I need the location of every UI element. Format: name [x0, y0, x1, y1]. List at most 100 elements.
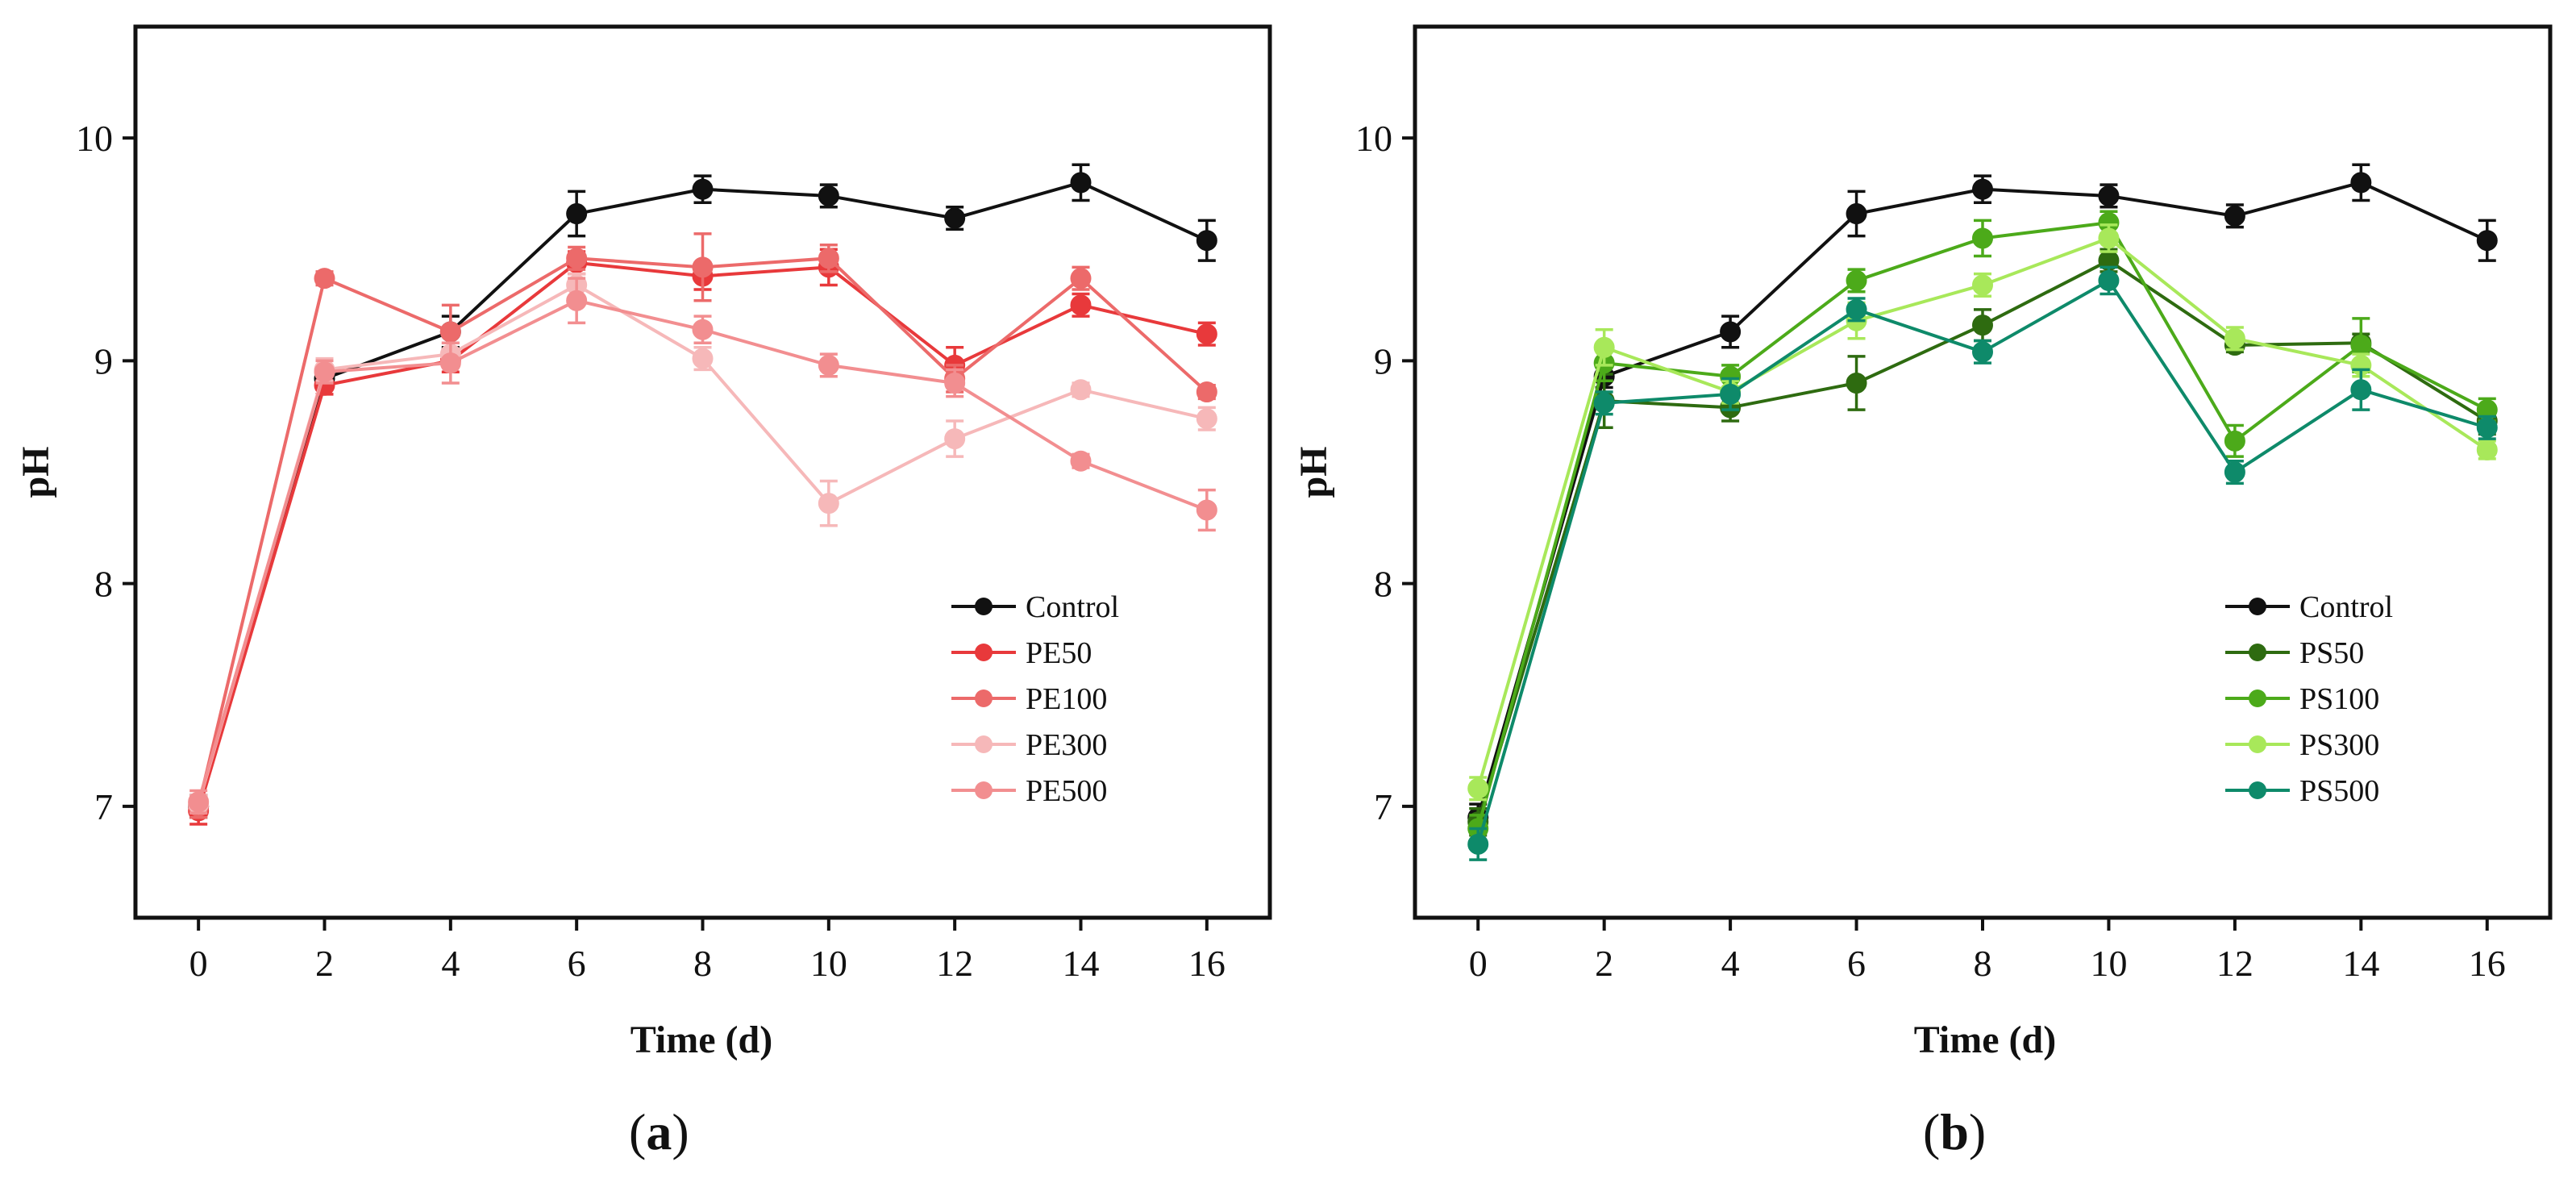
data-point — [2224, 327, 2245, 349]
data-point — [1593, 336, 1615, 358]
data-point — [2224, 461, 2245, 483]
data-point — [1070, 379, 1092, 401]
data-point — [944, 207, 966, 229]
series-pe100 — [188, 232, 1217, 819]
panel-label: (b) — [1923, 1103, 1986, 1160]
x-tick-label: 12 — [936, 943, 973, 984]
legend-marker — [2249, 689, 2266, 707]
legend-marker — [975, 735, 993, 753]
x-tick-label: 2 — [315, 943, 334, 984]
x-tick-label: 14 — [2342, 943, 2379, 984]
legend-label: Control — [1026, 590, 1119, 624]
legend-marker — [2249, 644, 2266, 661]
data-point — [314, 268, 335, 290]
data-point — [188, 791, 210, 813]
y-tick-label: 9 — [94, 340, 113, 381]
data-point — [2350, 172, 2372, 194]
data-point — [1196, 381, 1217, 403]
data-point — [818, 493, 839, 515]
series-pe500 — [188, 277, 1217, 814]
legend-marker — [975, 781, 993, 799]
data-point — [1972, 315, 1993, 336]
data-point — [566, 248, 588, 269]
x-axis-title: Time (d) — [630, 1019, 772, 1061]
series-pe300 — [188, 272, 1217, 815]
data-point — [1070, 294, 1092, 316]
data-point — [1196, 499, 1217, 521]
data-point — [1196, 230, 1217, 252]
data-point — [1070, 172, 1092, 194]
y-tick-label: 8 — [1374, 564, 1392, 605]
data-point — [818, 185, 839, 206]
legend-label: PS50 — [2299, 636, 2364, 670]
legend-marker — [975, 598, 993, 615]
data-point — [1467, 777, 1489, 799]
chart-panel-b: 0 2 4 6 8 10 12 14 16 7 8 9 10 Time (d) pH Control PS50 P… — [1292, 24, 2553, 1160]
data-point — [314, 361, 335, 383]
y-tick-label: 7 — [94, 786, 113, 827]
data-point — [1846, 269, 1867, 291]
data-point — [944, 428, 966, 450]
legend-label: PE50 — [1026, 636, 1092, 670]
data-point — [2098, 269, 2120, 291]
legend-marker — [975, 689, 993, 707]
x-tick-label: 8 — [1974, 943, 1992, 984]
y-axis-title: pH — [1292, 446, 1335, 498]
x-tick-label: 6 — [1847, 943, 1866, 984]
y-tick-label: 9 — [1374, 340, 1392, 381]
x-tick-label: 2 — [1595, 943, 1613, 984]
data-point — [439, 352, 461, 374]
legend-label: PE300 — [1026, 728, 1107, 762]
data-point — [2098, 227, 2120, 249]
legend-label: PS300 — [2299, 728, 2379, 762]
data-point — [692, 256, 714, 278]
data-point — [1720, 383, 1742, 405]
legend-marker — [2249, 598, 2266, 615]
series-ps500 — [1467, 265, 2498, 861]
data-point — [692, 319, 714, 340]
x-tick-label: 0 — [189, 943, 208, 984]
x-tick-label: 10 — [810, 943, 847, 984]
legend-label: Control — [2299, 590, 2393, 624]
data-point — [566, 290, 588, 311]
data-point — [1070, 450, 1092, 472]
data-point — [1720, 321, 1742, 343]
data-point — [1070, 268, 1092, 290]
legend-marker — [975, 644, 993, 661]
data-point — [1972, 341, 1993, 363]
y-tick-label: 8 — [94, 564, 113, 605]
data-point — [818, 354, 839, 376]
x-tick-label: 10 — [2090, 943, 2127, 984]
data-point — [1196, 408, 1217, 430]
legend-label: PS100 — [2299, 682, 2379, 716]
data-point — [1972, 227, 1993, 249]
y-tick-label: 7 — [1374, 786, 1392, 827]
legend-label: PE500 — [1026, 774, 1107, 808]
x-axis-title: Time (d) — [1914, 1019, 2056, 1061]
y-axis-title: pH — [15, 446, 57, 498]
data-point — [2476, 439, 2498, 460]
data-point — [1593, 392, 1615, 414]
data-point — [692, 348, 714, 369]
data-point — [1196, 323, 1217, 345]
y-tick-label: 10 — [1355, 118, 1392, 159]
y-tick-label: 10 — [76, 118, 113, 159]
data-point — [1846, 203, 1867, 225]
data-point — [2224, 430, 2245, 452]
legend: Control PE50 PE100 PE300 PE500 — [951, 590, 1119, 808]
data-point — [818, 248, 839, 269]
data-point — [1972, 178, 1993, 200]
x-tick-label: 4 — [441, 943, 460, 984]
x-tick-label: 4 — [1721, 943, 1740, 984]
panel-label: (a) — [629, 1103, 689, 1160]
x-tick-label: 8 — [693, 943, 712, 984]
x-tick-label: 0 — [1469, 943, 1488, 984]
data-point — [1846, 373, 1867, 394]
x-tick-label: 14 — [1063, 943, 1100, 984]
data-point — [2476, 230, 2498, 252]
x-tick-label: 16 — [1188, 943, 1226, 984]
data-point — [1467, 833, 1489, 855]
series-ps100 — [1467, 210, 2498, 844]
data-point — [944, 373, 966, 394]
